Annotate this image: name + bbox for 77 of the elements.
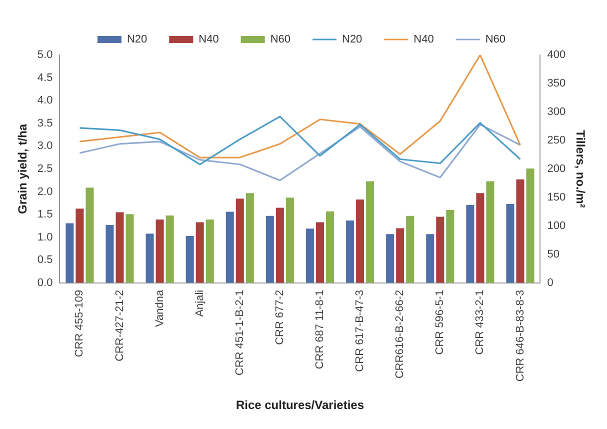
y-tick-label: 4.0 (37, 94, 53, 107)
bar (186, 236, 194, 283)
y2-tick-label: 350 (547, 78, 566, 90)
bar (486, 181, 494, 283)
legend-label: N60 (485, 34, 506, 46)
bar (446, 210, 454, 283)
y-tick-label: 2.0 (37, 186, 53, 198)
bar (106, 225, 114, 283)
y2-tick-label: 250 (547, 134, 566, 146)
bar (396, 228, 404, 283)
y2-tick-label: 300 (547, 106, 566, 118)
bar (466, 204, 474, 283)
bar (426, 234, 434, 283)
y-tick-label: 3.0 (37, 140, 53, 152)
bar (386, 234, 394, 283)
bar (156, 220, 164, 283)
bar (226, 212, 234, 283)
y-tick-label: 3.5 (37, 117, 53, 130)
bar (476, 193, 484, 283)
bar (86, 188, 94, 283)
bar (116, 212, 124, 283)
x-tick-label: CRR 687 11-8-1 (314, 290, 326, 370)
x-tick-label: Anjali (194, 290, 206, 317)
x-tick-label: CRR 455-109 (74, 290, 86, 358)
bar (306, 228, 314, 283)
bar (126, 214, 134, 283)
y-axis-title: Grain yield, t/ha (16, 124, 30, 214)
y2-tick-label: 0 (547, 276, 554, 289)
x-axis-title: Rice cultures/Varieties (236, 398, 364, 412)
bar (506, 204, 514, 283)
bar (236, 198, 244, 283)
x-tick-label: CRR 646-B-83-8-3 (514, 290, 526, 382)
y2-tick-label: 50 (547, 248, 560, 260)
bar (516, 179, 524, 283)
x-tick-label: CRR 433-2-1 (474, 290, 486, 355)
bar (326, 211, 334, 283)
bar (366, 181, 374, 283)
y-tick-label: 1.0 (37, 231, 53, 244)
bar (346, 220, 354, 283)
bar (66, 223, 74, 283)
legend-label: N40 (198, 34, 219, 46)
bar (436, 216, 444, 283)
y2-tick-label: 100 (547, 220, 566, 232)
y-tick-label: 5.0 (37, 49, 53, 62)
y2-tick-label: 200 (547, 162, 566, 175)
y-tick-label: 1.5 (37, 208, 53, 221)
x-tick-label: CRR 596-5-1 (434, 290, 446, 355)
legend-label: N20 (342, 34, 362, 46)
bar (356, 199, 364, 283)
legend-label: N40 (414, 34, 434, 46)
bar (316, 222, 324, 283)
bar (76, 208, 84, 283)
legend-label: N60 (270, 34, 291, 46)
x-tick-label: CRR 677-2 (274, 290, 286, 345)
x-tick-label: CRR 617-B-47-3 (354, 290, 366, 372)
bar (526, 168, 534, 283)
x-tick-label: Vandna (154, 289, 166, 328)
x-tick-label: CRR616-B-2-66-2 (394, 290, 406, 379)
bar (276, 208, 284, 283)
y-tick-label: 0.0 (37, 276, 53, 289)
y2-axis-title: Tillers, no./m² (573, 130, 588, 208)
bar (206, 220, 214, 283)
bar (196, 222, 204, 283)
bar (146, 234, 154, 283)
y2-tick-label: 150 (547, 191, 566, 204)
y-tick-label: 4.5 (37, 72, 53, 84)
x-tick-label: CRR-427-21-2 (114, 290, 126, 362)
bar (166, 215, 174, 283)
bar (286, 198, 294, 283)
bar (246, 193, 254, 283)
bar (266, 216, 274, 283)
y-tick-label: 2.5 (37, 162, 53, 175)
bar (406, 216, 414, 283)
y-tick-label: 0.5 (37, 254, 53, 266)
x-tick-label: CRR 451-1-B-2-1 (234, 290, 246, 376)
y2-tick-label: 400 (547, 49, 566, 62)
legend-label: N20 (126, 34, 148, 46)
